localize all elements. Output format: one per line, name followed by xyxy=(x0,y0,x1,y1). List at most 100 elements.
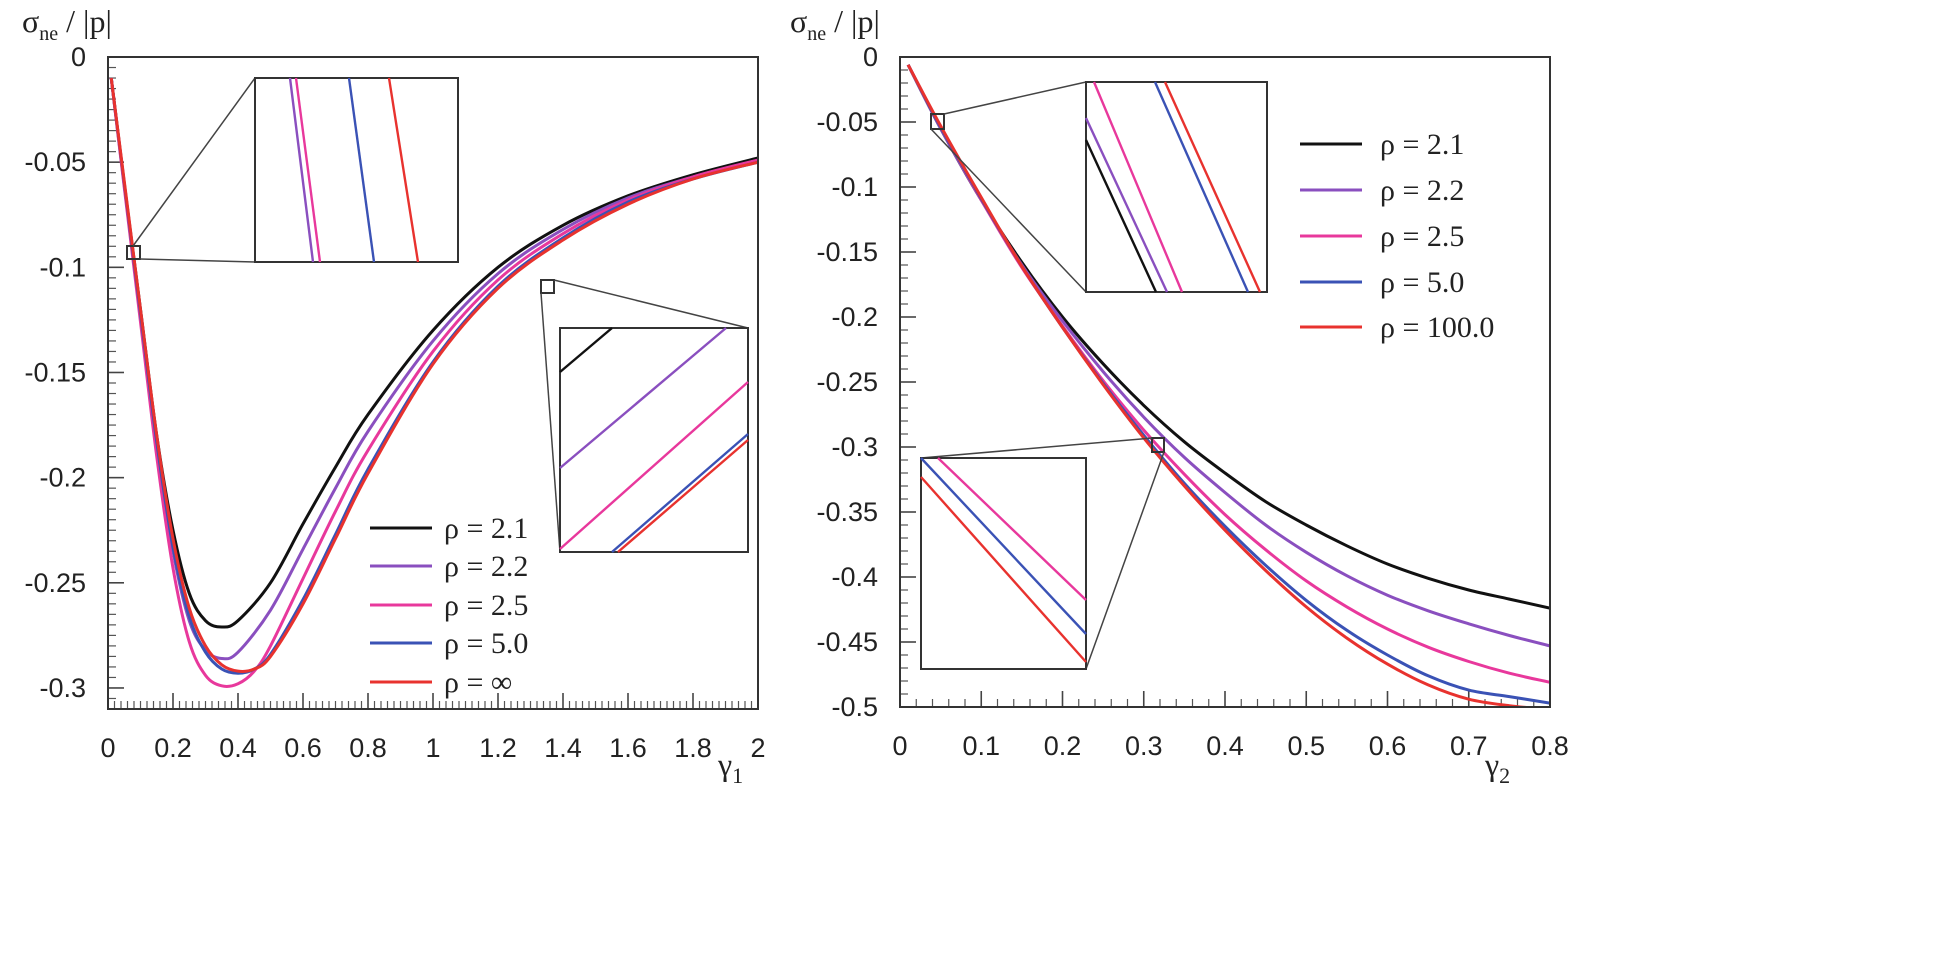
right-inset1-connector-top xyxy=(943,81,1087,115)
right-inset2-connector-bottom xyxy=(1085,451,1165,670)
right-x-tick-label: 0.1 xyxy=(962,731,1000,761)
right-x-tick-label: 0.4 xyxy=(1206,731,1244,761)
right-plot-frame xyxy=(899,56,1551,708)
left-chart: σne / |p| γ1 0 0.2 0.4 0.6 0.8 1 1.2 1.4 1.6 1.8 2… xyxy=(22,3,766,788)
right-inset2-connector-top xyxy=(920,437,1153,459)
left-inset2-line-rho-2.1 xyxy=(559,327,613,373)
right-legend: ρ = 2.1 ρ = 2.2 ρ = 2.5 ρ = 5.0 ρ = 100.… xyxy=(1300,128,1494,344)
right-inset2 xyxy=(920,457,1087,670)
right-inset1-frame xyxy=(1085,81,1268,293)
left-x-tick-label: 1 xyxy=(425,733,440,763)
right-inset2-line-rho-5.0 xyxy=(920,457,1087,635)
left-y-tick-label: -0.25 xyxy=(24,568,86,598)
left-inset1-frame xyxy=(254,77,459,263)
left-y-tick-label: -0.05 xyxy=(24,147,86,177)
right-x-tick-label: 0.7 xyxy=(1450,731,1488,761)
left-inset2 xyxy=(559,327,749,553)
left-plot-frame xyxy=(107,56,759,710)
right-x-tick-label: 0.2 xyxy=(1044,731,1082,761)
right-chart: σne / |p| γ2 0 0.1 0.2 0.3 0.4 0.5 0.6 0.7 0.80-… xyxy=(790,3,1569,788)
right-legend-label: ρ = 5.0 xyxy=(1380,266,1464,299)
left-inset1-line-rho-inf xyxy=(387,77,420,263)
left-x-tick-label: 0.6 xyxy=(284,733,322,763)
left-inset2-frame xyxy=(559,327,749,553)
left-inset2-line-rho-5.0 xyxy=(611,433,749,553)
left-y-tick-label: -0.3 xyxy=(39,673,86,703)
right-x-tick-label: 0 xyxy=(892,731,907,761)
right-y-tick-label: -0.25 xyxy=(816,367,878,397)
left-x-tick-label: 1.4 xyxy=(544,733,582,763)
right-inset1-connector-bottom xyxy=(930,128,1087,293)
right-y-tick-label: -0.15 xyxy=(816,237,878,267)
left-x-tick-label: 0.2 xyxy=(154,733,192,763)
right-inset1-source-box xyxy=(930,113,945,130)
left-legend-label: ρ = 2.2 xyxy=(444,550,528,583)
right-y-tick-label: 0 xyxy=(863,42,878,72)
left-inset1-line-rho-5.0 xyxy=(347,77,376,263)
right-y-tick-label: -0.45 xyxy=(816,627,878,657)
left-series-group xyxy=(109,77,758,688)
left-y-axis-title: σne / |p| xyxy=(22,3,112,45)
left-y-tick-label: -0.15 xyxy=(24,357,86,387)
left-legend-entry: ρ = 2.5 xyxy=(370,589,528,622)
left-legend-entry: ρ = 2.2 xyxy=(370,550,528,583)
left-inset1-line-rho-2.2 xyxy=(288,77,315,263)
right-legend-label: ρ = 2.1 xyxy=(1380,128,1464,161)
right-y-tick-label: -0.5 xyxy=(831,692,878,722)
left-inset1-line-rho-2.5 xyxy=(294,77,322,263)
right-y-tick-label: -0.1 xyxy=(831,172,878,202)
right-legend-label: ρ = 2.2 xyxy=(1380,174,1464,207)
left-tick-labels: 0 0.2 0.4 0.6 0.8 1 1.2 1.4 1.6 1.8 2 0 -0.05 -0.1 -0.… xyxy=(24,42,765,763)
left-x-tick-label: 1.8 xyxy=(674,733,712,763)
right-legend-entry: ρ = 2.2 xyxy=(1300,174,1464,207)
right-inset1-line-rho-5.0 xyxy=(1153,81,1250,293)
right-y-tick-label: -0.4 xyxy=(831,562,878,592)
right-legend-entry: ρ = 2.1 xyxy=(1300,128,1464,161)
left-y-tick-label: 0 xyxy=(71,42,86,72)
right-y-tick-label: -0.2 xyxy=(831,302,878,332)
left-x-tick-label: 0.8 xyxy=(349,733,387,763)
right-inset2-line-rho-2.5 xyxy=(937,457,1087,601)
left-inset2-line-rho-2.5 xyxy=(559,381,749,550)
left-inset2-source-box xyxy=(540,279,555,294)
right-legend-entry: ρ = 5.0 xyxy=(1300,266,1464,299)
left-inset2-line-rho-inf xyxy=(617,439,749,553)
left-y-tick-label: -0.1 xyxy=(39,252,86,282)
left-legend-label: ρ = 2.5 xyxy=(444,589,528,622)
left-legend-label: ρ = 2.1 xyxy=(444,512,528,545)
right-grid-ticks xyxy=(899,56,1551,708)
right-x-tick-label: 0.5 xyxy=(1287,731,1325,761)
left-legend: ρ = 2.1 ρ = 2.2 ρ = 2.5 ρ = 5.0 ρ = ∞ xyxy=(370,512,528,699)
right-legend-label: ρ = 2.5 xyxy=(1380,220,1464,253)
left-y-tick-label: -0.2 xyxy=(39,463,86,493)
left-inset2-connector-top xyxy=(553,279,749,329)
right-inset1-line-rho-2.2 xyxy=(1084,117,1169,293)
right-inset1-line-rho-2.5 xyxy=(1092,81,1184,293)
left-inset2-line-rho-2.2 xyxy=(559,327,727,469)
right-inset2-source-box xyxy=(1151,437,1165,453)
right-x-tick-label: 0.3 xyxy=(1125,731,1163,761)
left-legend-entry: ρ = ∞ xyxy=(370,666,512,699)
right-legend-entry: ρ = 2.5 xyxy=(1300,220,1464,253)
left-grid-ticks xyxy=(107,56,759,710)
right-x-tick-label: 0.6 xyxy=(1369,731,1407,761)
right-x-tick-label: 0.8 xyxy=(1531,731,1569,761)
left-x-tick-label: 1.2 xyxy=(479,733,517,763)
right-legend-entry: ρ = 100.0 xyxy=(1300,311,1494,344)
right-inset1-line-rho-100 xyxy=(1163,81,1262,293)
left-x-axis-title: γ1 xyxy=(717,746,743,788)
right-inset2-frame xyxy=(920,457,1087,670)
left-inset1 xyxy=(254,77,459,263)
right-series-line--100.0 xyxy=(906,64,1538,707)
right-y-tick-label: -0.05 xyxy=(816,107,878,137)
right-legend-label: ρ = 100.0 xyxy=(1380,311,1494,344)
left-x-tick-label: 1.6 xyxy=(609,733,647,763)
left-legend-label: ρ = ∞ xyxy=(444,666,512,699)
left-legend-label: ρ = 5.0 xyxy=(444,627,528,660)
right-tick-labels: 0 0.1 0.2 0.3 0.4 0.5 0.6 0.7 0.8 0 -0.05 -0.1 -0.15… xyxy=(816,42,1568,761)
right-inset1 xyxy=(1084,81,1268,293)
left-inset1-connector-bottom xyxy=(139,258,256,263)
left-legend-entry: ρ = 2.1 xyxy=(370,512,528,545)
left-legend-entry: ρ = 5.0 xyxy=(370,627,528,660)
